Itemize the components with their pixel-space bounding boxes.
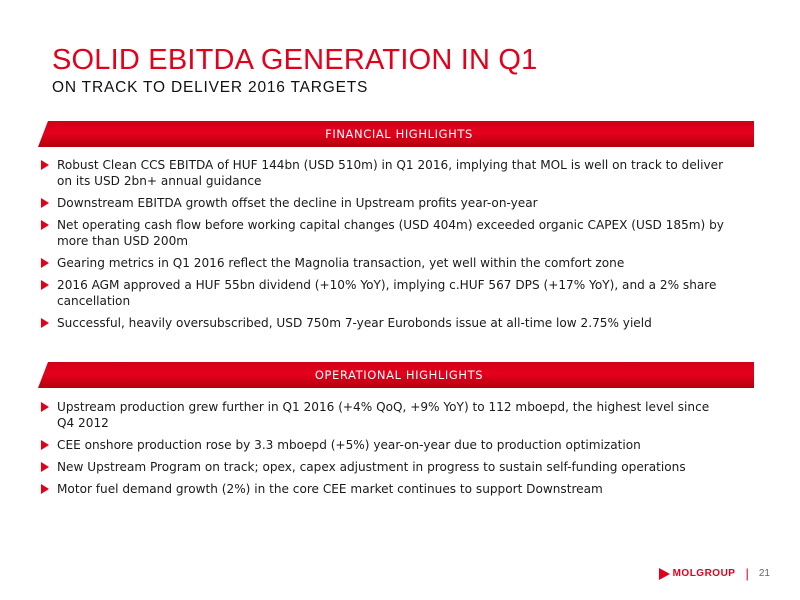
list-item: Successful, heavily oversubscribed, USD … [40, 315, 730, 331]
bullet-triangle-icon [41, 280, 49, 290]
list-item: Robust Clean CCS EBITDA of HUF 144bn (US… [40, 157, 730, 189]
list-item: New Upstream Program on track; opex, cap… [40, 459, 730, 475]
list-item: Gearing metrics in Q1 2016 reflect the M… [40, 255, 730, 271]
bullet-triangle-icon [41, 484, 49, 494]
list-item: 2016 AGM approved a HUF 55bn dividend (+… [40, 277, 730, 309]
list-item-text: Motor fuel demand growth (2%) in the cor… [57, 482, 603, 496]
list-item-text: Upstream production grew further in Q1 2… [57, 400, 710, 430]
slide-subtitle: ON TRACK TO DELIVER 2016 TARGETS [52, 79, 369, 96]
operational-highlights-list: Upstream production grew further in Q1 2… [40, 399, 730, 503]
list-item-text: 2016 AGM approved a HUF 55bn dividend (+… [57, 278, 717, 308]
bullet-triangle-icon [41, 220, 49, 230]
list-item: CEE onshore production rose by 3.3 mboep… [40, 437, 730, 453]
footer-separator: | [745, 566, 749, 581]
list-item: Net operating cash flow before working c… [40, 217, 730, 249]
list-item: Upstream production grew further in Q1 2… [40, 399, 730, 431]
bullet-triangle-icon [41, 462, 49, 472]
mol-logo-triangle-icon [658, 567, 670, 580]
list-item-text: Robust Clean CCS EBITDA of HUF 144bn (US… [57, 158, 724, 188]
list-item-text: New Upstream Program on track; opex, cap… [57, 460, 686, 474]
slide-footer: MOLGROUP | 21 [658, 566, 770, 581]
list-item-text: CEE onshore production rose by 3.3 mboep… [57, 438, 641, 452]
bullet-triangle-icon [41, 318, 49, 328]
list-item: Motor fuel demand growth (2%) in the cor… [40, 481, 730, 497]
operational-highlights-heading: OPERATIONAL HIGHLIGHTS [314, 368, 484, 382]
list-item: Downstream EBITDA growth offset the decl… [40, 195, 730, 211]
slide-title: SOLID EBITDA GENERATION IN Q1 [52, 44, 538, 76]
bullet-triangle-icon [41, 258, 49, 268]
list-item-text: Downstream EBITDA growth offset the decl… [57, 196, 538, 210]
list-item-text: Successful, heavily oversubscribed, USD … [57, 316, 652, 330]
list-item-text: Net operating cash flow before working c… [57, 218, 724, 248]
financial-highlights-heading: FINANCIAL HIGHLIGHTS [325, 127, 473, 141]
financial-highlights-banner: FINANCIAL HIGHLIGHTS [38, 121, 754, 147]
operational-highlights-banner: OPERATIONAL HIGHLIGHTS [38, 362, 754, 388]
bullet-triangle-icon [41, 440, 49, 450]
bullet-triangle-icon [41, 160, 49, 170]
list-item-text: Gearing metrics in Q1 2016 reflect the M… [57, 256, 625, 270]
financial-highlights-list: Robust Clean CCS EBITDA of HUF 144bn (US… [40, 157, 730, 337]
bullet-triangle-icon [41, 402, 49, 412]
bullet-triangle-icon [41, 198, 49, 208]
company-logo-text: MOLGROUP [672, 568, 736, 579]
page-number: 21 [758, 568, 770, 579]
